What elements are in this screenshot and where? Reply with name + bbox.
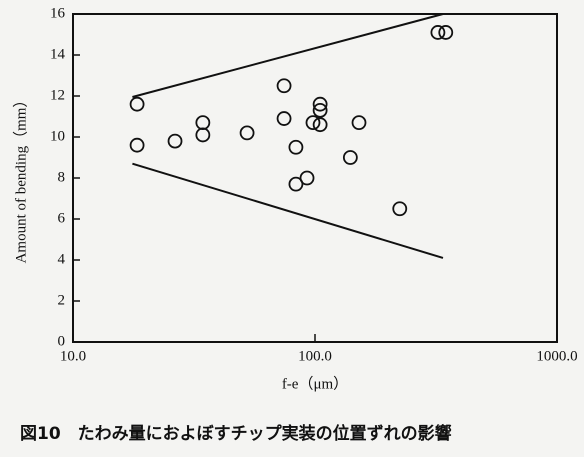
- marker: [312, 96, 328, 112]
- x-tick-label: 1000.0: [536, 348, 577, 364]
- marker: [276, 111, 292, 126]
- x-axis-label: f-e（μm）: [282, 375, 348, 392]
- y-tick-label: 12: [50, 87, 65, 103]
- marker: [312, 102, 328, 118]
- marker: [438, 25, 454, 40]
- x-tick-label: 10.0: [60, 348, 86, 364]
- y-tick-label: 8: [58, 169, 66, 185]
- y-tick-label: 0: [58, 333, 66, 349]
- y-tick-label: 16: [50, 5, 66, 21]
- marker: [392, 201, 408, 217]
- y-tick-label: 10: [50, 128, 65, 144]
- marker: [288, 176, 304, 192]
- marker: [342, 150, 358, 165]
- marker: [288, 139, 304, 155]
- marker: [430, 25, 446, 40]
- envelope-line: [132, 13, 444, 98]
- marker: [351, 115, 367, 131]
- caption: 図10 たわみ量におよぼすチップ実装の位置ずれの影響: [20, 423, 452, 444]
- plot-frame: [72, 13, 558, 343]
- y-axis-label: Amount of bending（mm）: [12, 93, 29, 264]
- y-tick-label: 4: [58, 251, 66, 267]
- marker: [312, 117, 328, 133]
- marker: [276, 78, 292, 94]
- marker: [305, 115, 321, 131]
- marker: [167, 133, 183, 149]
- marker: [129, 137, 145, 153]
- y-tick-label: 2: [58, 292, 66, 308]
- marker: [195, 127, 211, 143]
- envelope-line: [132, 162, 444, 259]
- x-tick-label: 100.0: [298, 348, 332, 364]
- marker: [239, 125, 255, 141]
- y-tick-label: 14: [50, 46, 66, 62]
- marker: [195, 115, 211, 131]
- marker: [129, 96, 145, 112]
- marker: [299, 170, 315, 186]
- y-tick-label: 6: [58, 210, 66, 226]
